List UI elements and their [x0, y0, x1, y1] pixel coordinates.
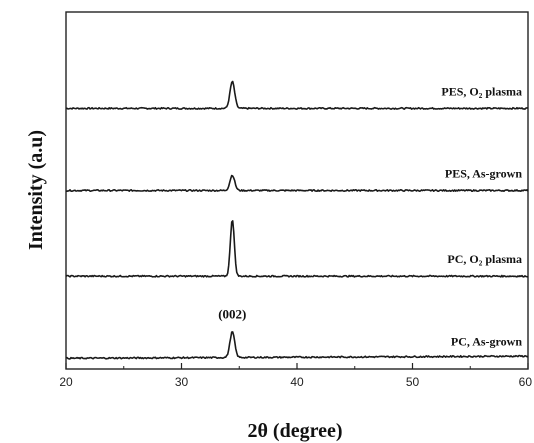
x-tick-label: 30 — [175, 375, 189, 389]
y-axis-label: Intensity (a.u) — [25, 130, 47, 250]
series-line — [65, 220, 529, 278]
series-label: PC, As-grown — [451, 334, 522, 348]
series-label: PES, As-grown — [445, 167, 522, 181]
x-tick-label: 40 — [290, 375, 304, 389]
series-line — [65, 331, 529, 360]
series-traces — [65, 80, 529, 360]
series-labels: PES, O₂ plasma PES, As-grown PC, O₂ plasma… — [441, 84, 522, 348]
x-axis-label: 2θ (degree) — [247, 420, 342, 442]
series-label: PC, O₂ plasma — [447, 252, 522, 266]
x-tick-label: 60 — [519, 375, 533, 389]
x-axis-ticks: 20 30 40 50 60 — [59, 363, 532, 389]
series-label: PES, O₂ plasma — [441, 84, 522, 98]
x-tick-label: 20 — [59, 375, 73, 389]
series-line — [65, 80, 529, 110]
peak-annotation: (002) — [218, 307, 246, 322]
x-tick-label: 50 — [406, 375, 420, 389]
series-line — [65, 174, 529, 193]
